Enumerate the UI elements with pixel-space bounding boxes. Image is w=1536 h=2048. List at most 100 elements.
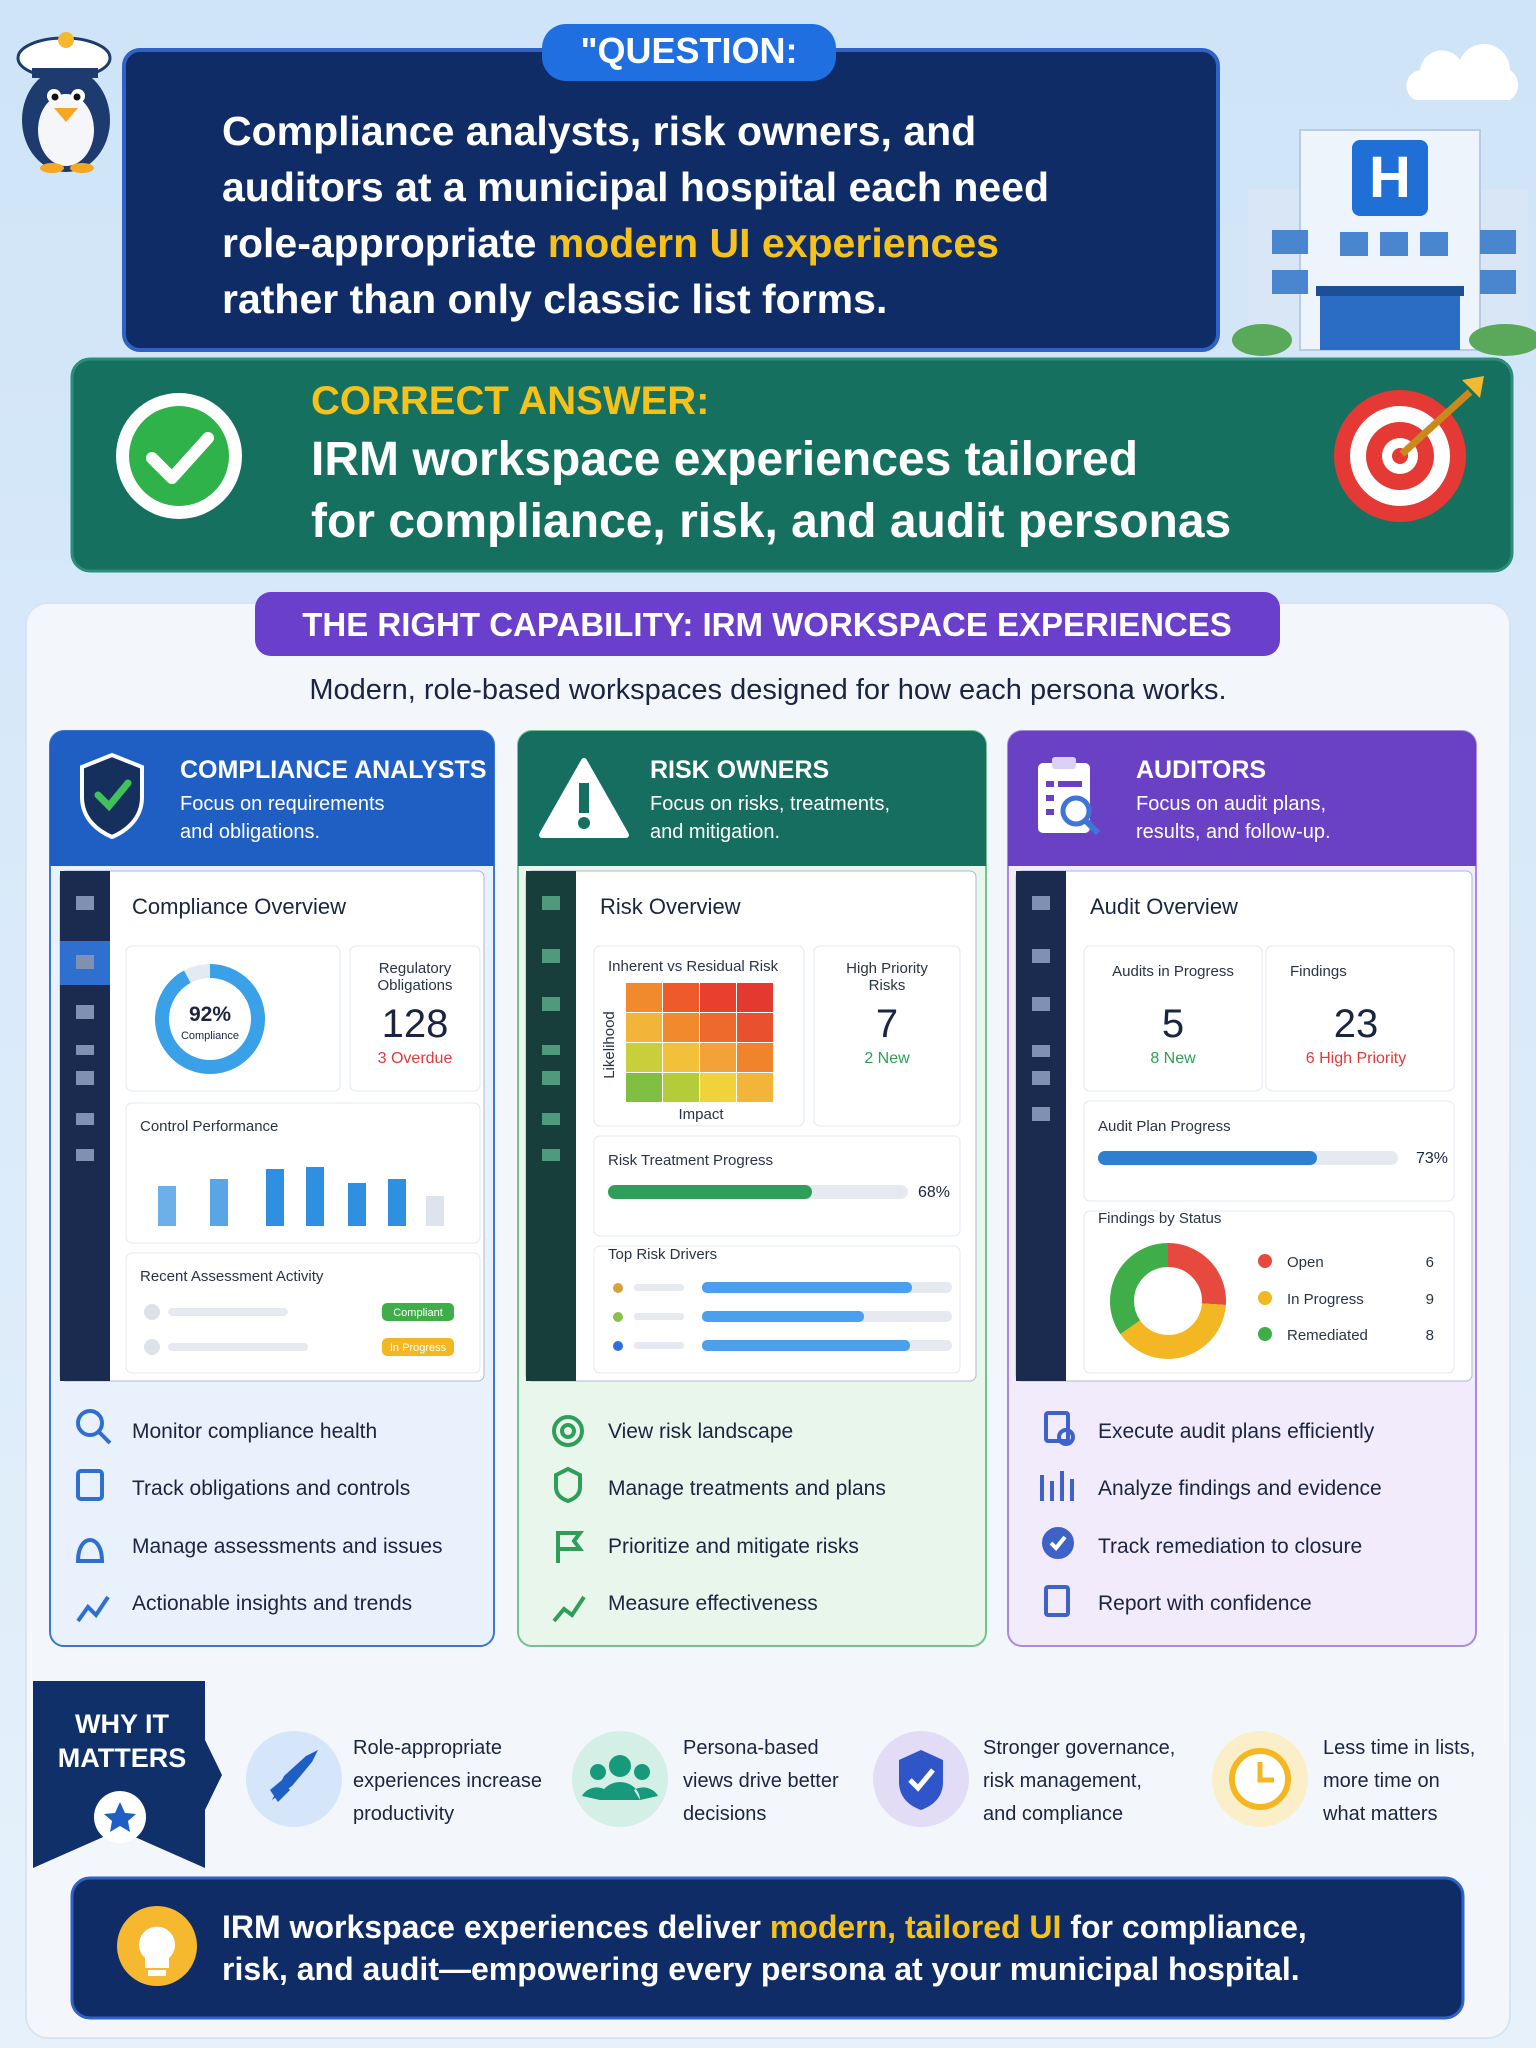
- progress-label: 68%: [918, 1184, 950, 1201]
- legend-value: 8: [1426, 1327, 1434, 1344]
- heatmap-cell: [737, 983, 773, 1012]
- heatmap-cell: [626, 1073, 662, 1102]
- decoration: [552, 1595, 586, 1623]
- decoration: [1082, 817, 1101, 836]
- feature-item: Measure effectiveness: [608, 1592, 818, 1615]
- decoration: [593, 1245, 961, 1374]
- decoration: [306, 1167, 324, 1226]
- persona-description: and obligations.: [180, 821, 320, 843]
- why-item: Persona-based: [683, 1737, 819, 1759]
- legend-value: 6: [1426, 1254, 1434, 1271]
- heatmap-x-label: Impact: [678, 1106, 724, 1123]
- decoration: [158, 1167, 444, 1226]
- capability-title: THE RIGHT CAPABILITY: IRM WORKSPACE EXPE…: [302, 606, 1232, 643]
- decoration: [542, 1071, 560, 1085]
- persona-title: COMPLIANCE ANALYSTS: [180, 756, 487, 784]
- legend-label: Open: [1287, 1254, 1324, 1271]
- legend-dot: [1258, 1254, 1272, 1268]
- decoration: [518, 731, 986, 866]
- heatmap-y-label: Likelihood: [601, 1011, 618, 1079]
- conclusion-box: [70, 1876, 1465, 2020]
- question-label-pill: [542, 24, 836, 81]
- decoration: [32, 68, 98, 78]
- decoration: [552, 1415, 584, 1447]
- hospital-sign: H: [1369, 145, 1411, 210]
- decoration: [104, 1802, 136, 1832]
- decoration: [1320, 296, 1460, 350]
- decoration: [1406, 44, 1519, 100]
- decoration: [76, 1595, 110, 1623]
- donut-chart: [1110, 1243, 1226, 1359]
- stat-note: 8 New: [1150, 1050, 1196, 1067]
- feature-item: Monitor compliance health: [132, 1420, 377, 1443]
- decoration: [76, 1005, 94, 1019]
- target-icon: [1334, 376, 1484, 522]
- decoration: [582, 1782, 658, 1800]
- progress-bar: [608, 1185, 812, 1199]
- decoration: [73, 93, 81, 101]
- decoration: [75, 1409, 112, 1623]
- decoration: [1060, 795, 1092, 827]
- decoration: [1083, 945, 1263, 1092]
- decoration: [578, 817, 590, 829]
- feature-item: Analyze findings and evidence: [1098, 1477, 1382, 1500]
- decoration: [1272, 230, 1516, 294]
- decoration: [382, 1338, 454, 1356]
- decoration: [579, 783, 589, 813]
- decoration: [266, 1169, 284, 1226]
- decoration: [1057, 1428, 1075, 1446]
- why-icons: [246, 1731, 1308, 1827]
- heatmap-cell: [700, 983, 736, 1012]
- heatmap-cell: [737, 1013, 773, 1042]
- stat-note: 3 Overdue: [378, 1050, 453, 1067]
- decoration: [1032, 997, 1050, 1011]
- why-item: views drive better: [683, 1770, 839, 1792]
- stat-label: Regulatory: [379, 960, 452, 977]
- decoration: [168, 1343, 308, 1351]
- stat-value: 23: [1334, 1002, 1379, 1046]
- decoration: [1316, 286, 1464, 296]
- persona-card: RISK OWNERS Focus on risks, treatments, …: [517, 730, 987, 1647]
- decoration: [270, 1780, 290, 1802]
- decoration: [1058, 781, 1082, 787]
- decoration: [1462, 376, 1484, 398]
- decoration: [542, 1149, 560, 1161]
- decoration: [50, 731, 494, 866]
- decoration: [97, 1430, 112, 1445]
- decoration: [542, 1045, 560, 1055]
- decoration: [1232, 324, 1292, 356]
- heatmap-cell: [737, 1043, 773, 1072]
- stat-label: High Priority: [846, 960, 928, 977]
- legend-label: In Progress: [1287, 1291, 1364, 1308]
- persona-card: AUDITORS Focus on audit plans, results, …: [1007, 730, 1477, 1647]
- stat-note: 2 New: [864, 1050, 910, 1067]
- decoration: [210, 1179, 228, 1226]
- progress-label: 73%: [1416, 1150, 1448, 1167]
- decoration: [1046, 781, 1082, 815]
- persona-title: RISK OWNERS: [650, 756, 829, 784]
- why-item: productivity: [353, 1803, 454, 1825]
- stat-note: 6 High Priority: [1306, 1050, 1406, 1067]
- dashboard-title: Compliance Overview: [132, 894, 346, 919]
- text-part: role-appropriate: [222, 220, 548, 266]
- gauge-label: 92%: [189, 1003, 231, 1026]
- chart-title: Control Performance: [140, 1118, 278, 1135]
- legend-value: 9: [1426, 1291, 1434, 1308]
- decoration: [813, 945, 961, 1127]
- decoration: [51, 93, 59, 101]
- answer-label: CORRECT ANSWER:: [311, 379, 710, 423]
- heatmap-cell: [663, 1043, 699, 1072]
- decoration: [38, 94, 94, 166]
- decoration: [1032, 896, 1050, 910]
- why-item: more time on: [1323, 1770, 1440, 1792]
- gauge-caption: Compliance: [181, 1030, 239, 1042]
- decoration: [382, 1303, 454, 1321]
- feature-item: Track obligations and controls: [132, 1477, 410, 1500]
- donut-segment: [1110, 1243, 1226, 1359]
- decoration: [590, 1764, 606, 1780]
- mascot: [16, 32, 112, 173]
- decoration: [1469, 324, 1536, 356]
- decoration: [388, 1179, 406, 1226]
- decoration: [526, 871, 576, 1381]
